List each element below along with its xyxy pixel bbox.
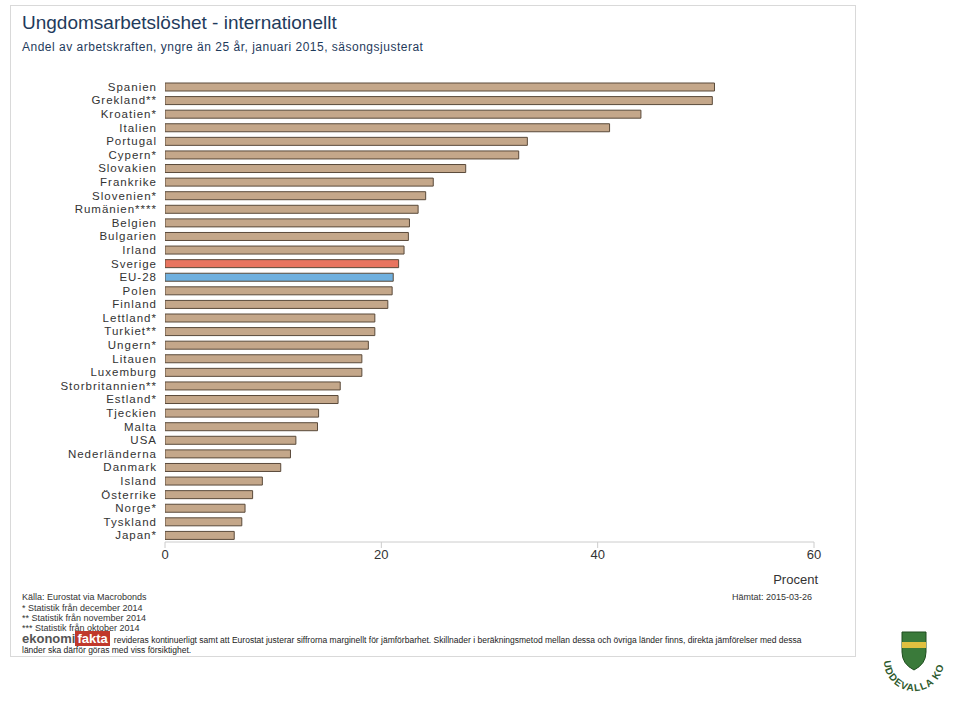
svg-text:Litauen: Litauen <box>112 353 157 365</box>
svg-text:Luxemburg: Luxemburg <box>90 366 157 378</box>
html-text:*** Statistik från oktober 201: *** Statistik från oktober 2014 <box>22 623 140 633</box>
svg-text:USA: USA <box>130 434 157 446</box>
html-text:ekonomi fakta revideras kontin: ekonomi fakta revideras kontinuerligt sa… <box>22 631 802 655</box>
svg-text:Malta: Malta <box>124 421 157 433</box>
svg-text:Finland: Finland <box>112 298 157 310</box>
html-text:* Statistik från december 2014: * Statistik från december 2014 <box>22 603 143 613</box>
svg-text:60: 60 <box>807 547 821 562</box>
html-text:Procent: Procent <box>773 572 818 587</box>
svg-text:Island: Island <box>120 475 157 487</box>
svg-text:0: 0 <box>161 547 168 562</box>
svg-text:Norge*: Norge* <box>115 502 157 514</box>
svg-text:Grekland**: Grekland** <box>91 94 157 106</box>
svg-text:Tyskland: Tyskland <box>104 516 157 528</box>
svg-text:Polen: Polen <box>123 285 157 297</box>
svg-text:Portugal: Portugal <box>106 135 157 147</box>
svg-text:Tjeckien: Tjeckien <box>106 407 157 419</box>
html-text:Ungdomsarbetslöshet - internat: Ungdomsarbetslöshet - internationellt <box>22 12 337 33</box>
svg-text:Spanien: Spanien <box>108 81 157 93</box>
svg-text:UDDEVALLA KOMMUN: UDDEVALLA KOMMUN <box>872 618 946 693</box>
svg-text:Danmark: Danmark <box>103 461 157 473</box>
svg-text:Storbritannien**: Storbritannien** <box>60 380 157 392</box>
svg-text:Rumänien****: Rumänien**** <box>75 203 157 215</box>
svg-text:Slovakien: Slovakien <box>98 162 157 174</box>
svg-text:Turkiet**: Turkiet** <box>104 325 157 337</box>
svg-text:Sverige: Sverige <box>111 258 157 270</box>
svg-text:Ungern*: Ungern* <box>108 339 157 351</box>
svg-text:Irland: Irland <box>122 244 157 256</box>
html-text:Andel av arbetskraften, yngre: Andel av arbetskraften, yngre än 25 år, … <box>22 40 424 54</box>
svg-text:Cypern*: Cypern* <box>108 149 157 161</box>
svg-text:20: 20 <box>374 547 388 562</box>
svg-text:Slovenien*: Slovenien* <box>92 190 157 202</box>
html-text:Källa: Eurostat via Macrobonds: Källa: Eurostat via Macrobonds <box>22 592 147 602</box>
svg-text:Japan*: Japan* <box>115 529 157 541</box>
svg-text:Kroatien*: Kroatien* <box>101 108 157 120</box>
svg-text:Frankrike: Frankrike <box>100 176 157 188</box>
svg-text:Belgien: Belgien <box>112 217 157 229</box>
svg-text:Estland*: Estland* <box>106 393 157 405</box>
html-text:** Statistik från november 201: ** Statistik från november 2014 <box>22 613 147 623</box>
svg-text:Italien: Italien <box>119 122 157 134</box>
svg-text:40: 40 <box>590 547 604 562</box>
html-text:Hämtat: 2015-03-26: Hämtat: 2015-03-26 <box>732 592 812 602</box>
svg-text:EU-28: EU-28 <box>119 271 157 283</box>
svg-text:Nederländerna: Nederländerna <box>68 448 157 460</box>
svg-text:Lettland*: Lettland* <box>103 312 157 324</box>
svg-text:Bulgarien: Bulgarien <box>99 230 157 242</box>
svg-text:Österrike: Österrike <box>101 489 157 501</box>
